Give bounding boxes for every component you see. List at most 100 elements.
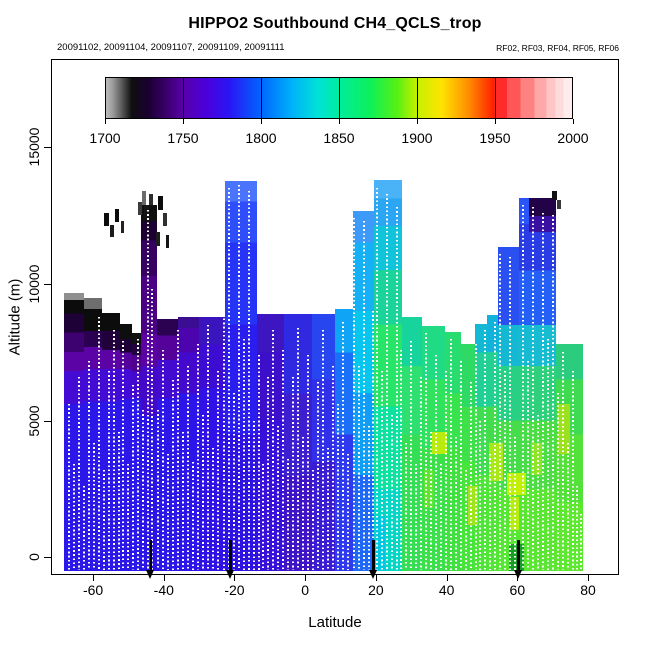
profile-line	[142, 409, 145, 570]
colorbar-tick	[495, 119, 496, 124]
flight-arrow-stem	[372, 540, 375, 571]
profile-line	[444, 371, 447, 570]
profile-line	[316, 382, 319, 570]
flight-arrow-stem	[517, 540, 520, 571]
heat-column	[101, 312, 120, 572]
profile-line	[72, 464, 75, 570]
profile-line	[92, 442, 95, 570]
colorbar-tick	[417, 119, 418, 124]
flight-arrow-head	[146, 570, 155, 579]
profile-line	[346, 453, 349, 570]
heat-patch	[531, 442, 543, 476]
profile-line	[357, 365, 360, 570]
profile-line	[459, 360, 462, 570]
x-tick	[234, 575, 236, 581]
profile-line	[287, 458, 290, 570]
profile-line	[297, 327, 300, 570]
profile-line	[367, 426, 370, 570]
colorbar-tick	[573, 119, 574, 124]
profile-line	[206, 324, 209, 570]
colorbar-tick-line	[339, 77, 340, 119]
profile-line	[68, 404, 71, 570]
y-tick-label: 15000	[26, 127, 42, 167]
colorbar-tick-label: 1900	[401, 130, 433, 146]
profile-line	[391, 415, 394, 570]
x-tick	[588, 575, 590, 581]
colorbar-tick-label: 1850	[323, 130, 355, 146]
subtitle-dates: 20091102, 20091104, 20091107, 20091109, …	[57, 42, 285, 53]
heat-patch	[114, 208, 120, 223]
profile-line	[498, 253, 501, 570]
profile-line	[311, 469, 314, 570]
profile-line	[117, 431, 120, 570]
profile-line	[197, 344, 200, 570]
profile-line	[187, 365, 190, 570]
profile-line	[420, 376, 423, 570]
profile-line	[232, 393, 235, 570]
profile-line	[157, 409, 160, 570]
profile-line	[551, 215, 554, 570]
profile-line	[137, 338, 140, 570]
x-tick-label: 0	[301, 582, 310, 598]
profile-line	[277, 426, 280, 570]
profile-line	[372, 311, 375, 570]
profile-line	[252, 420, 255, 570]
profile-line	[321, 330, 324, 570]
profile-line	[242, 338, 245, 570]
heat-column	[224, 181, 258, 572]
heat-patch	[110, 225, 114, 238]
flight-arrow-head	[368, 570, 377, 579]
heat-patch	[467, 486, 479, 525]
flight-arrow-stem	[149, 540, 152, 571]
heat-column	[131, 333, 141, 572]
y-tick	[44, 557, 51, 559]
profile-line	[531, 207, 534, 570]
profile-line	[526, 360, 529, 570]
x-tick-label: -20	[224, 582, 245, 598]
colorbar-tick-line	[183, 77, 184, 119]
heat-patch	[162, 212, 167, 227]
flight-arrow-head	[513, 570, 522, 579]
colorbar-tick	[183, 119, 184, 124]
heat-column	[257, 313, 284, 572]
profile-line	[227, 188, 230, 570]
profile-line	[341, 322, 344, 570]
profile-line	[464, 469, 467, 570]
profile-line	[488, 453, 491, 570]
profile-line	[257, 355, 260, 570]
profile-line	[435, 355, 438, 570]
profile-line	[483, 330, 486, 570]
plot-area	[51, 59, 619, 575]
heat-patch	[158, 196, 163, 211]
subtitle-flights: RF02, RF03, RF04, RF05, RF06	[496, 43, 619, 53]
profile-line	[469, 382, 472, 570]
colorbar-tick-label: 1800	[245, 130, 277, 146]
x-tick	[305, 575, 307, 581]
profile-line	[307, 355, 310, 570]
heat-patch	[558, 404, 571, 454]
colorbar-tick-label: 1950	[479, 130, 511, 146]
profile-line	[147, 210, 150, 570]
profile-line	[405, 442, 408, 570]
profile-line	[237, 185, 240, 570]
profile-line	[151, 289, 154, 570]
profile-line	[122, 341, 125, 570]
x-tick	[93, 575, 95, 581]
profile-line	[579, 513, 582, 570]
x-tick-label: 20	[368, 582, 384, 598]
profile-line	[102, 469, 105, 570]
profile-line	[513, 437, 516, 570]
profile-line	[561, 352, 564, 570]
profile-line	[326, 448, 329, 570]
heat-patch	[152, 207, 158, 221]
profile-line	[192, 461, 195, 570]
heat-patch	[155, 231, 160, 246]
y-tick	[44, 420, 51, 422]
profile-line	[396, 207, 399, 570]
profile-line	[127, 464, 130, 570]
flight-arrow-stem	[229, 540, 232, 571]
profile-line	[566, 442, 569, 570]
profile-line	[247, 190, 250, 570]
profile-line	[381, 371, 384, 570]
